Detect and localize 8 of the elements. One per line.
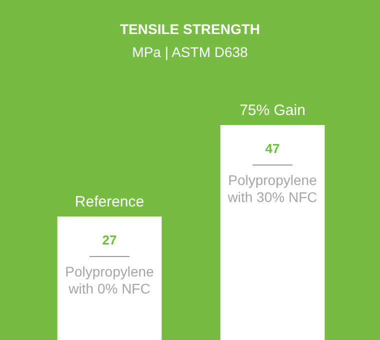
chart-subtitle: MPa | ASTM D638: [132, 44, 248, 60]
annotation: Reference: [74, 193, 144, 210]
chart-title: TENSILE STRENGTH: [120, 21, 260, 37]
data-label: 47: [265, 141, 280, 156]
x-tick-label: Polypropylene with 30% NFC: [226, 172, 318, 205]
x-tick-label: Polypropylene with 0% NFC: [65, 263, 154, 296]
annotation: 75% Gain: [240, 102, 306, 119]
data-label: 27: [102, 232, 117, 248]
